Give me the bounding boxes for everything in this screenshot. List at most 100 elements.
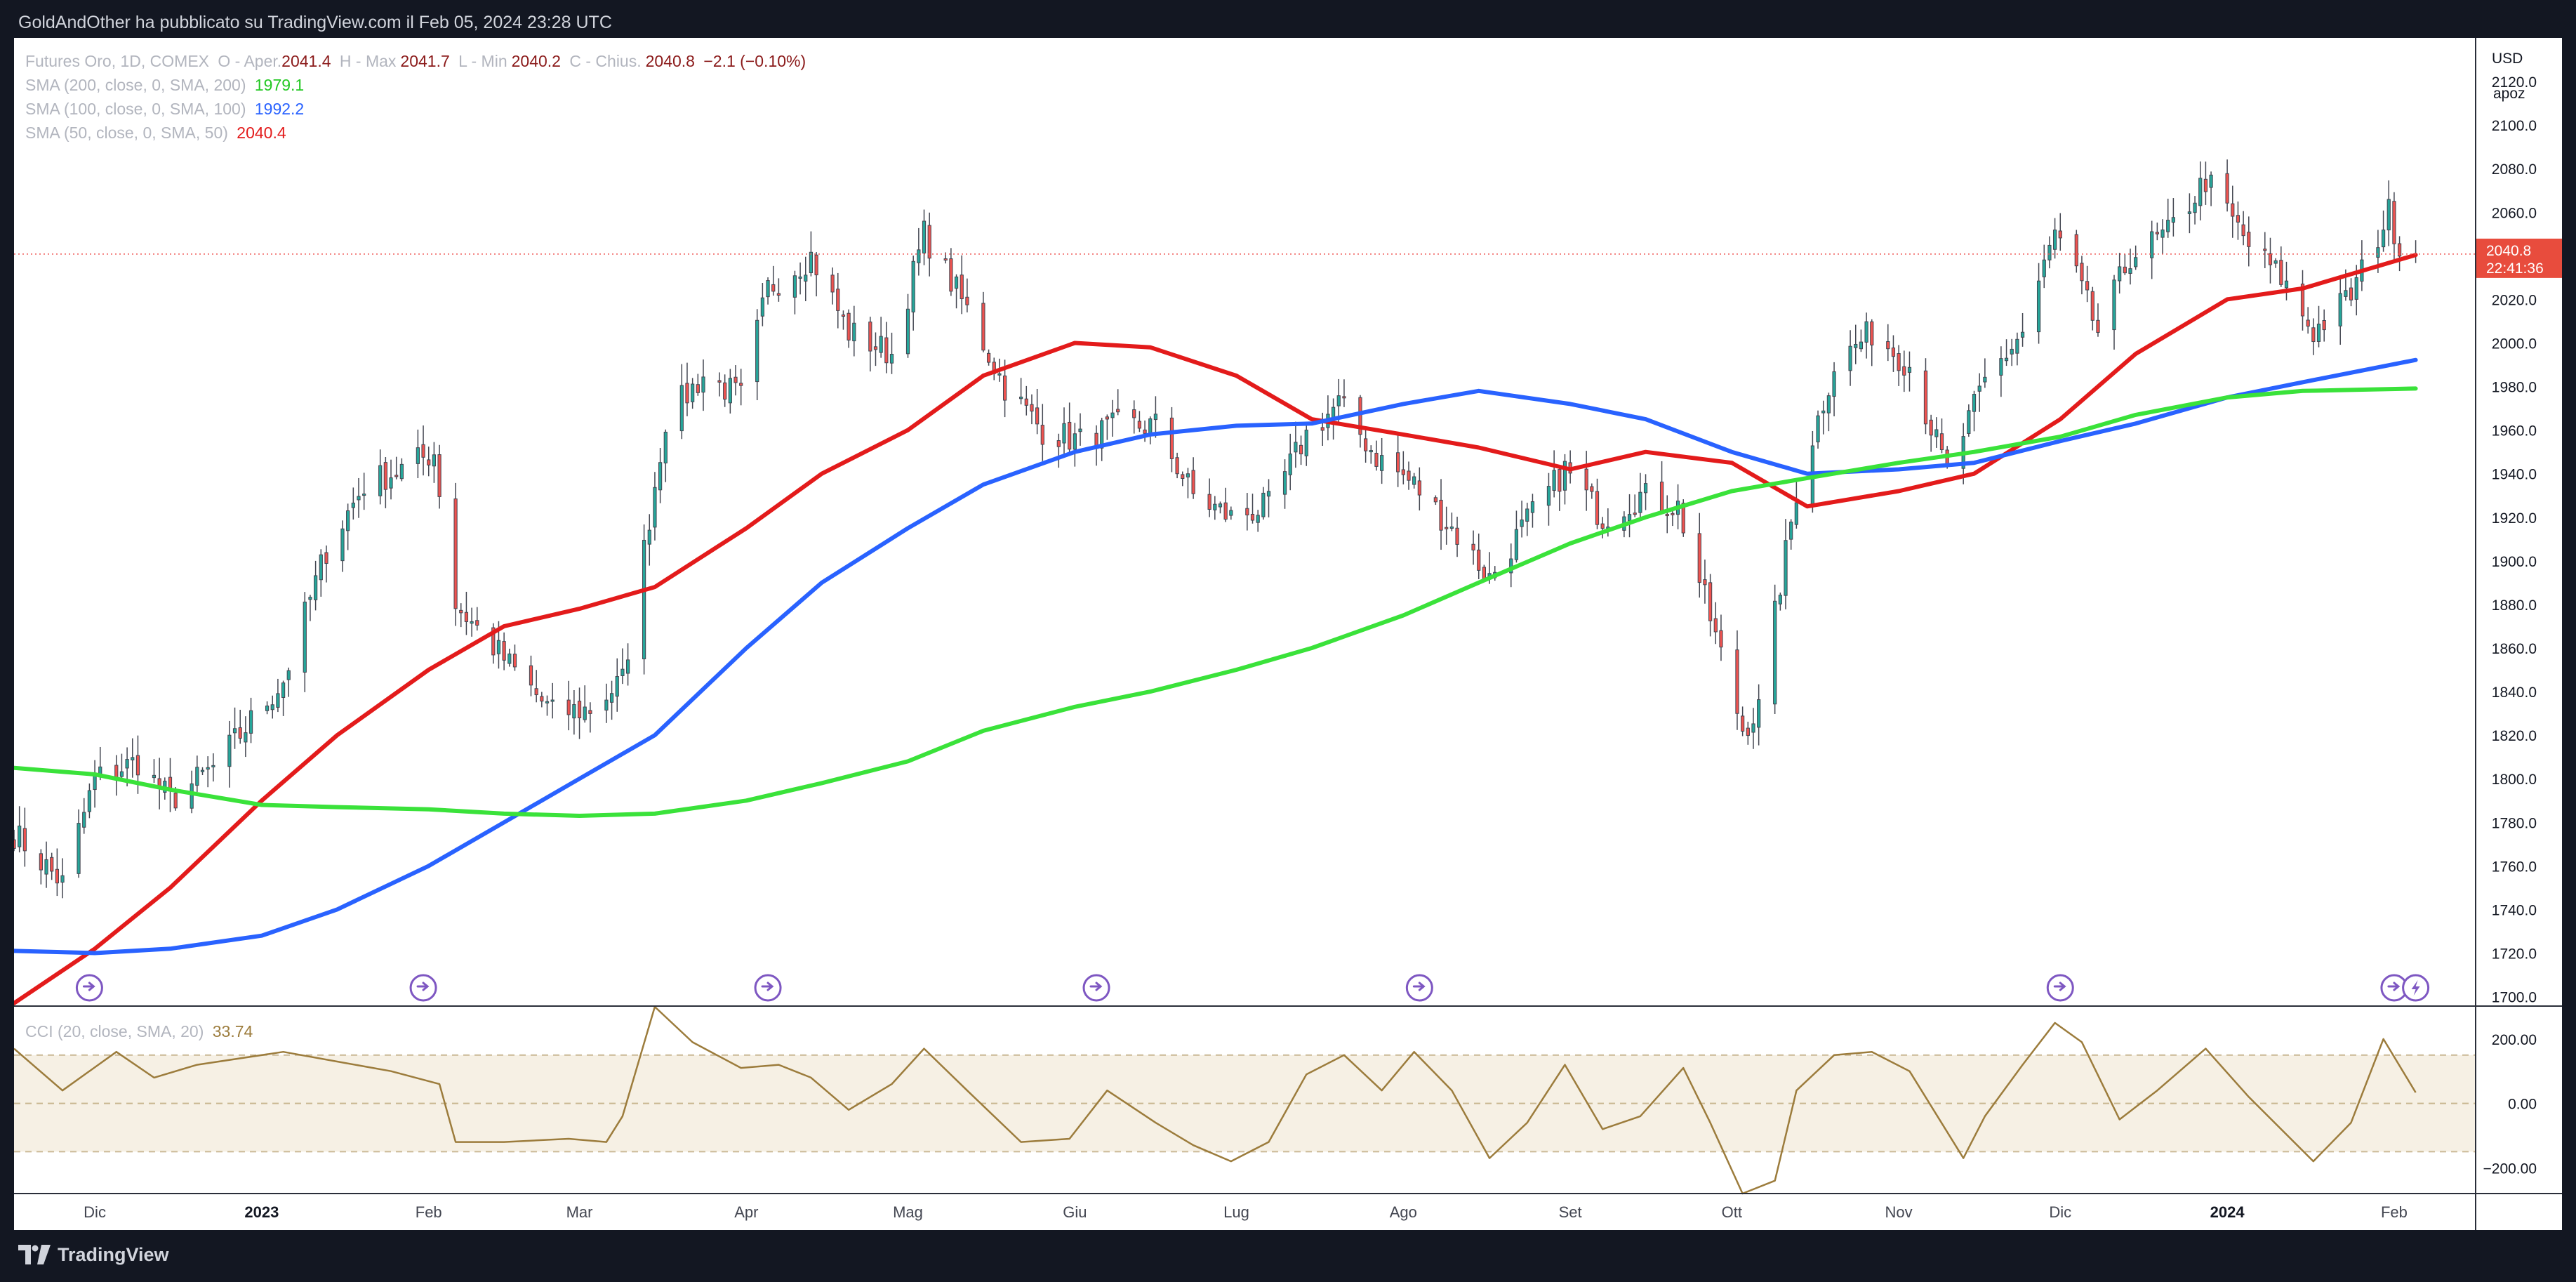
candle-body	[1105, 416, 1109, 420]
candle-body	[2166, 220, 2170, 232]
candle-body	[173, 793, 178, 809]
flag-glyph	[1089, 982, 1103, 991]
candle-body	[324, 552, 328, 564]
candle-body	[206, 767, 210, 770]
candle	[927, 212, 931, 277]
candle-body	[60, 875, 65, 883]
candle	[550, 682, 555, 719]
candle-body	[1181, 474, 1185, 480]
candle-body	[1455, 527, 1459, 545]
candle	[114, 755, 119, 796]
sma50-label: SMA (50, close, 0, SMA, 50)	[25, 124, 228, 142]
low-label: L - Min	[458, 52, 507, 70]
chart-canvas[interactable]: 1700.0 1720.0 1740.0 1760.0 1780.0 1800.0 1820…	[14, 38, 2562, 1230]
candle-body	[1207, 494, 1211, 510]
chart-area[interactable]: 1700.0 1720.0 1740.0 1760.0 1780.0 1800.0 1820…	[14, 38, 2562, 1230]
candle-body	[1821, 410, 1826, 414]
candle	[1929, 414, 1933, 452]
candle	[852, 305, 856, 357]
candle-body	[1999, 358, 2003, 376]
earnings-flag-icon[interactable]	[2046, 974, 2074, 1002]
candle	[211, 753, 215, 782]
candle-body	[620, 668, 625, 676]
candle	[2203, 161, 2208, 205]
candle-body	[1967, 410, 1971, 434]
candle	[244, 716, 248, 758]
candle-body	[346, 510, 350, 531]
last-price-value: 2040.8	[2486, 243, 2531, 259]
scale-mode-label[interactable]: apoz	[2493, 86, 2525, 102]
price-tick-label: 2080.0	[2492, 161, 2537, 178]
candle-body	[2058, 230, 2062, 239]
candle-body	[2004, 357, 2009, 362]
candle	[1509, 543, 1513, 588]
candle	[1897, 345, 1901, 386]
earnings-flag-icon[interactable]	[1405, 974, 1433, 1002]
sma200-value: 1979.1	[254, 76, 305, 94]
candle-body	[2047, 244, 2052, 260]
earnings-flag-icon[interactable]	[75, 974, 103, 1002]
price-tick-label: 2020.0	[2492, 292, 2537, 308]
candle-body	[550, 699, 555, 702]
candle	[314, 560, 318, 611]
candle	[1546, 473, 1551, 526]
candle-body	[1137, 421, 1142, 429]
candle-body	[954, 276, 959, 289]
candle	[2118, 253, 2122, 294]
candle	[1439, 479, 1443, 550]
flag-glyph	[2411, 980, 2420, 996]
candle	[691, 378, 695, 409]
sma100-label: SMA (100, close, 0, SMA, 100)	[25, 100, 246, 118]
price-tick-label: 1700.0	[2492, 990, 2537, 1006]
candle-body	[1983, 376, 1987, 383]
candle-body	[502, 641, 506, 661]
candle	[2386, 180, 2391, 246]
earnings-flag-icon[interactable]	[1082, 974, 1110, 1002]
candle-body	[2187, 211, 2192, 214]
candle-body	[1854, 344, 1858, 348]
cci-value: 33.74	[212, 1022, 253, 1040]
candle	[847, 309, 851, 348]
candle	[1600, 517, 1605, 538]
candle-body	[1073, 433, 1077, 450]
candle-body	[540, 696, 544, 702]
candle	[1100, 418, 1104, 461]
candle	[2338, 279, 2342, 345]
candle-body	[2322, 319, 2326, 331]
candle	[227, 720, 232, 788]
candle-body	[1477, 549, 1481, 571]
candle	[1778, 592, 1782, 611]
candle-body	[1552, 470, 1556, 491]
candle-body	[2096, 319, 2100, 333]
candle-body	[2376, 247, 2380, 258]
lightning-flag-icon[interactable]	[2402, 974, 2430, 1002]
currency-label[interactable]: USD	[2492, 51, 2523, 67]
candle	[265, 701, 270, 715]
candle	[1471, 530, 1475, 565]
candle-body	[195, 767, 199, 786]
flag-circle	[1405, 974, 1433, 1002]
candle-body	[1633, 513, 1637, 515]
cci-tick-label: 200.00	[2492, 1032, 2537, 1048]
event-flags[interactable]	[75, 974, 2430, 1002]
candle-body	[1659, 482, 1664, 512]
candle-body	[927, 225, 931, 259]
candle	[2155, 223, 2159, 241]
candle-body	[1897, 353, 1901, 371]
candle	[1304, 425, 1308, 466]
close-label: C - Chius.	[569, 52, 642, 70]
earnings-flag-icon[interactable]	[754, 974, 782, 1002]
candle-body	[943, 258, 948, 261]
candle	[1116, 389, 1120, 416]
candle	[1261, 487, 1266, 520]
candle-body	[836, 289, 840, 311]
candle	[1175, 452, 1179, 479]
candle-body	[1030, 404, 1034, 412]
candle-body	[303, 601, 307, 673]
candle	[1552, 450, 1556, 498]
candle	[1477, 533, 1481, 579]
candle	[1967, 404, 1971, 437]
candle-body	[1939, 433, 1944, 450]
candle	[873, 332, 878, 366]
earnings-flag-icon[interactable]	[409, 974, 437, 1002]
